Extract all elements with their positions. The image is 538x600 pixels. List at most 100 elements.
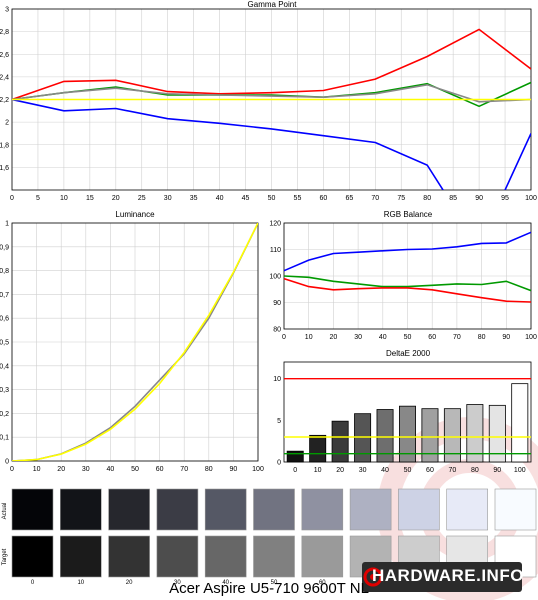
rgb-balance-xtick-label: 40 <box>379 334 387 341</box>
luminance-ytick-label: 0,2 <box>0 411 9 418</box>
deltae-xtick-label: 60 <box>426 467 434 474</box>
gamma-xtick-label: 95 <box>501 195 509 202</box>
rgb-balance-xtick-label: 90 <box>502 334 510 341</box>
luminance-ytick-label: 0,7 <box>0 292 9 299</box>
rgb-balance-xtick-label: 80 <box>478 334 486 341</box>
luminance-ytick-label: 0 <box>5 459 9 466</box>
luminance-ytick-label: 0,8 <box>0 268 9 275</box>
target-swatch <box>108 535 150 578</box>
luminance-series-line <box>12 223 258 461</box>
gamma-xtick-label: 60 <box>320 195 328 202</box>
luminance-ytick-label: 0,5 <box>0 340 9 347</box>
rgb-balance-ytick-label: 100 <box>269 274 281 281</box>
actual-swatch <box>349 488 392 531</box>
gamma-xtick-label: 70 <box>371 195 379 202</box>
deltae-bar <box>488 404 506 463</box>
gamma-ytick-label: 3 <box>5 7 9 14</box>
luminance-ytick-label: 0,4 <box>0 363 9 370</box>
gamma-xtick-label: 55 <box>294 195 302 202</box>
rgb-balance-xtick-label: 20 <box>330 334 338 341</box>
deltae-ytick-label: 10 <box>273 376 281 383</box>
rgb-balance-xtick-label: 50 <box>404 334 412 341</box>
actual-swatch <box>494 488 537 531</box>
deltae-bar <box>286 450 304 463</box>
deltae-xtick-label: 10 <box>314 467 322 474</box>
luminance-xtick-label: 40 <box>107 466 115 473</box>
gamma-xtick-label: 100 <box>525 195 537 202</box>
gamma-chart: Gamma Point 1,61,822,22,42,62,830 5 10 15 20… <box>0 0 537 202</box>
luminance-xtick-label: 90 <box>230 466 238 473</box>
deltae-bar <box>331 420 349 463</box>
actual-swatch <box>204 488 247 531</box>
watermark-badge <box>362 562 522 592</box>
gamma-xtick-label: 35 <box>190 195 198 202</box>
gamma-xtick-label: 45 <box>242 195 250 202</box>
gamma-series-line <box>12 28 531 101</box>
deltae-bar <box>376 409 394 463</box>
rgb-balance-title: RGB Balance <box>384 210 433 219</box>
gamma-ytick-label: 1,6 <box>0 165 9 172</box>
deltae-xtick-label: 30 <box>359 467 367 474</box>
deltae-title: DeltaE 2000 <box>386 349 431 358</box>
rgb-balance-chart: RGB Balance 80 90 100 110 120 0 10 20 30 40 50 60 70… <box>269 210 537 341</box>
deltae-bar <box>511 383 529 463</box>
actual-swatch <box>156 488 199 531</box>
luminance-xtick-label: 100 <box>252 466 264 473</box>
rgb-balance-xtick-label: 0 <box>282 334 286 341</box>
gamma-xtick-label: 50 <box>268 195 276 202</box>
watermark-logo-icon <box>363 567 383 587</box>
gamma-xtick-label: 90 <box>475 195 483 202</box>
actual-swatch <box>301 488 344 531</box>
luminance-ytick-label: 0,9 <box>0 244 9 251</box>
rgb-balance-series-line <box>284 231 531 272</box>
gamma-ytick-label: 1,8 <box>0 142 9 149</box>
luminance-ytick-label: 1 <box>5 221 9 228</box>
deltae-bar <box>466 404 484 463</box>
swatch-label: 10 <box>77 580 84 586</box>
deltae-xtick-label: 100 <box>514 467 526 474</box>
swatch-label: 60 <box>319 580 326 586</box>
luminance-xtick-label: 10 <box>33 466 41 473</box>
luminance-xtick-label: 70 <box>180 466 188 473</box>
gamma-title: Gamma Point <box>248 0 298 9</box>
deltae-xtick-label: 80 <box>471 467 479 474</box>
gamma-xtick-label: 75 <box>397 195 405 202</box>
gamma-xtick-label: 65 <box>345 195 353 202</box>
deltae-xtick-label: 70 <box>449 467 457 474</box>
deltae-xtick-label: 50 <box>404 467 412 474</box>
target-swatch <box>59 535 102 578</box>
rgb-balance-xtick-label: 60 <box>428 334 436 341</box>
actual-swatch <box>108 488 150 531</box>
gamma-xtick-label: 10 <box>60 195 68 202</box>
deltae-xtick-label: 0 <box>293 467 297 474</box>
gamma-ytick-label: 2,2 <box>0 97 9 104</box>
rgb-balance-xtick-label: 30 <box>354 334 362 341</box>
actual-swatch <box>446 488 489 531</box>
luminance-xtick-label: 30 <box>82 466 90 473</box>
luminance-xtick-label: 60 <box>156 466 164 473</box>
rgb-balance-xtick-label: 70 <box>453 334 461 341</box>
actual-swatch <box>253 488 295 531</box>
luminance-title: Luminance <box>115 210 155 219</box>
swatch-label: 20 <box>126 580 133 586</box>
luminance-xtick-label: 0 <box>10 466 14 473</box>
deltae-bar <box>354 413 372 463</box>
chart-caption: Acer Aspire U5-710 9600T NL <box>169 580 369 597</box>
swatch-label: 50 <box>271 580 278 586</box>
target-swatch <box>253 535 295 578</box>
gamma-xtick-label: 80 <box>423 195 431 202</box>
target-swatch <box>156 535 199 578</box>
gamma-xtick-label: 25 <box>138 195 146 202</box>
luminance-ytick-label: 0,1 <box>0 435 9 442</box>
luminance-chart: Luminance 00,10,20,30,40,50,60,70,80,910… <box>0 210 264 473</box>
gamma-ytick-label: 2,6 <box>0 52 9 59</box>
gamma-xtick-label: 20 <box>112 195 120 202</box>
gamma-xtick-label: 0 <box>10 195 14 202</box>
deltae-ytick-label: 5 <box>277 418 281 425</box>
rgb-balance-series-line <box>284 277 531 303</box>
actual-swatch <box>59 488 102 531</box>
swatch-label: 0 <box>31 580 35 586</box>
target-label: Target <box>2 548 8 565</box>
